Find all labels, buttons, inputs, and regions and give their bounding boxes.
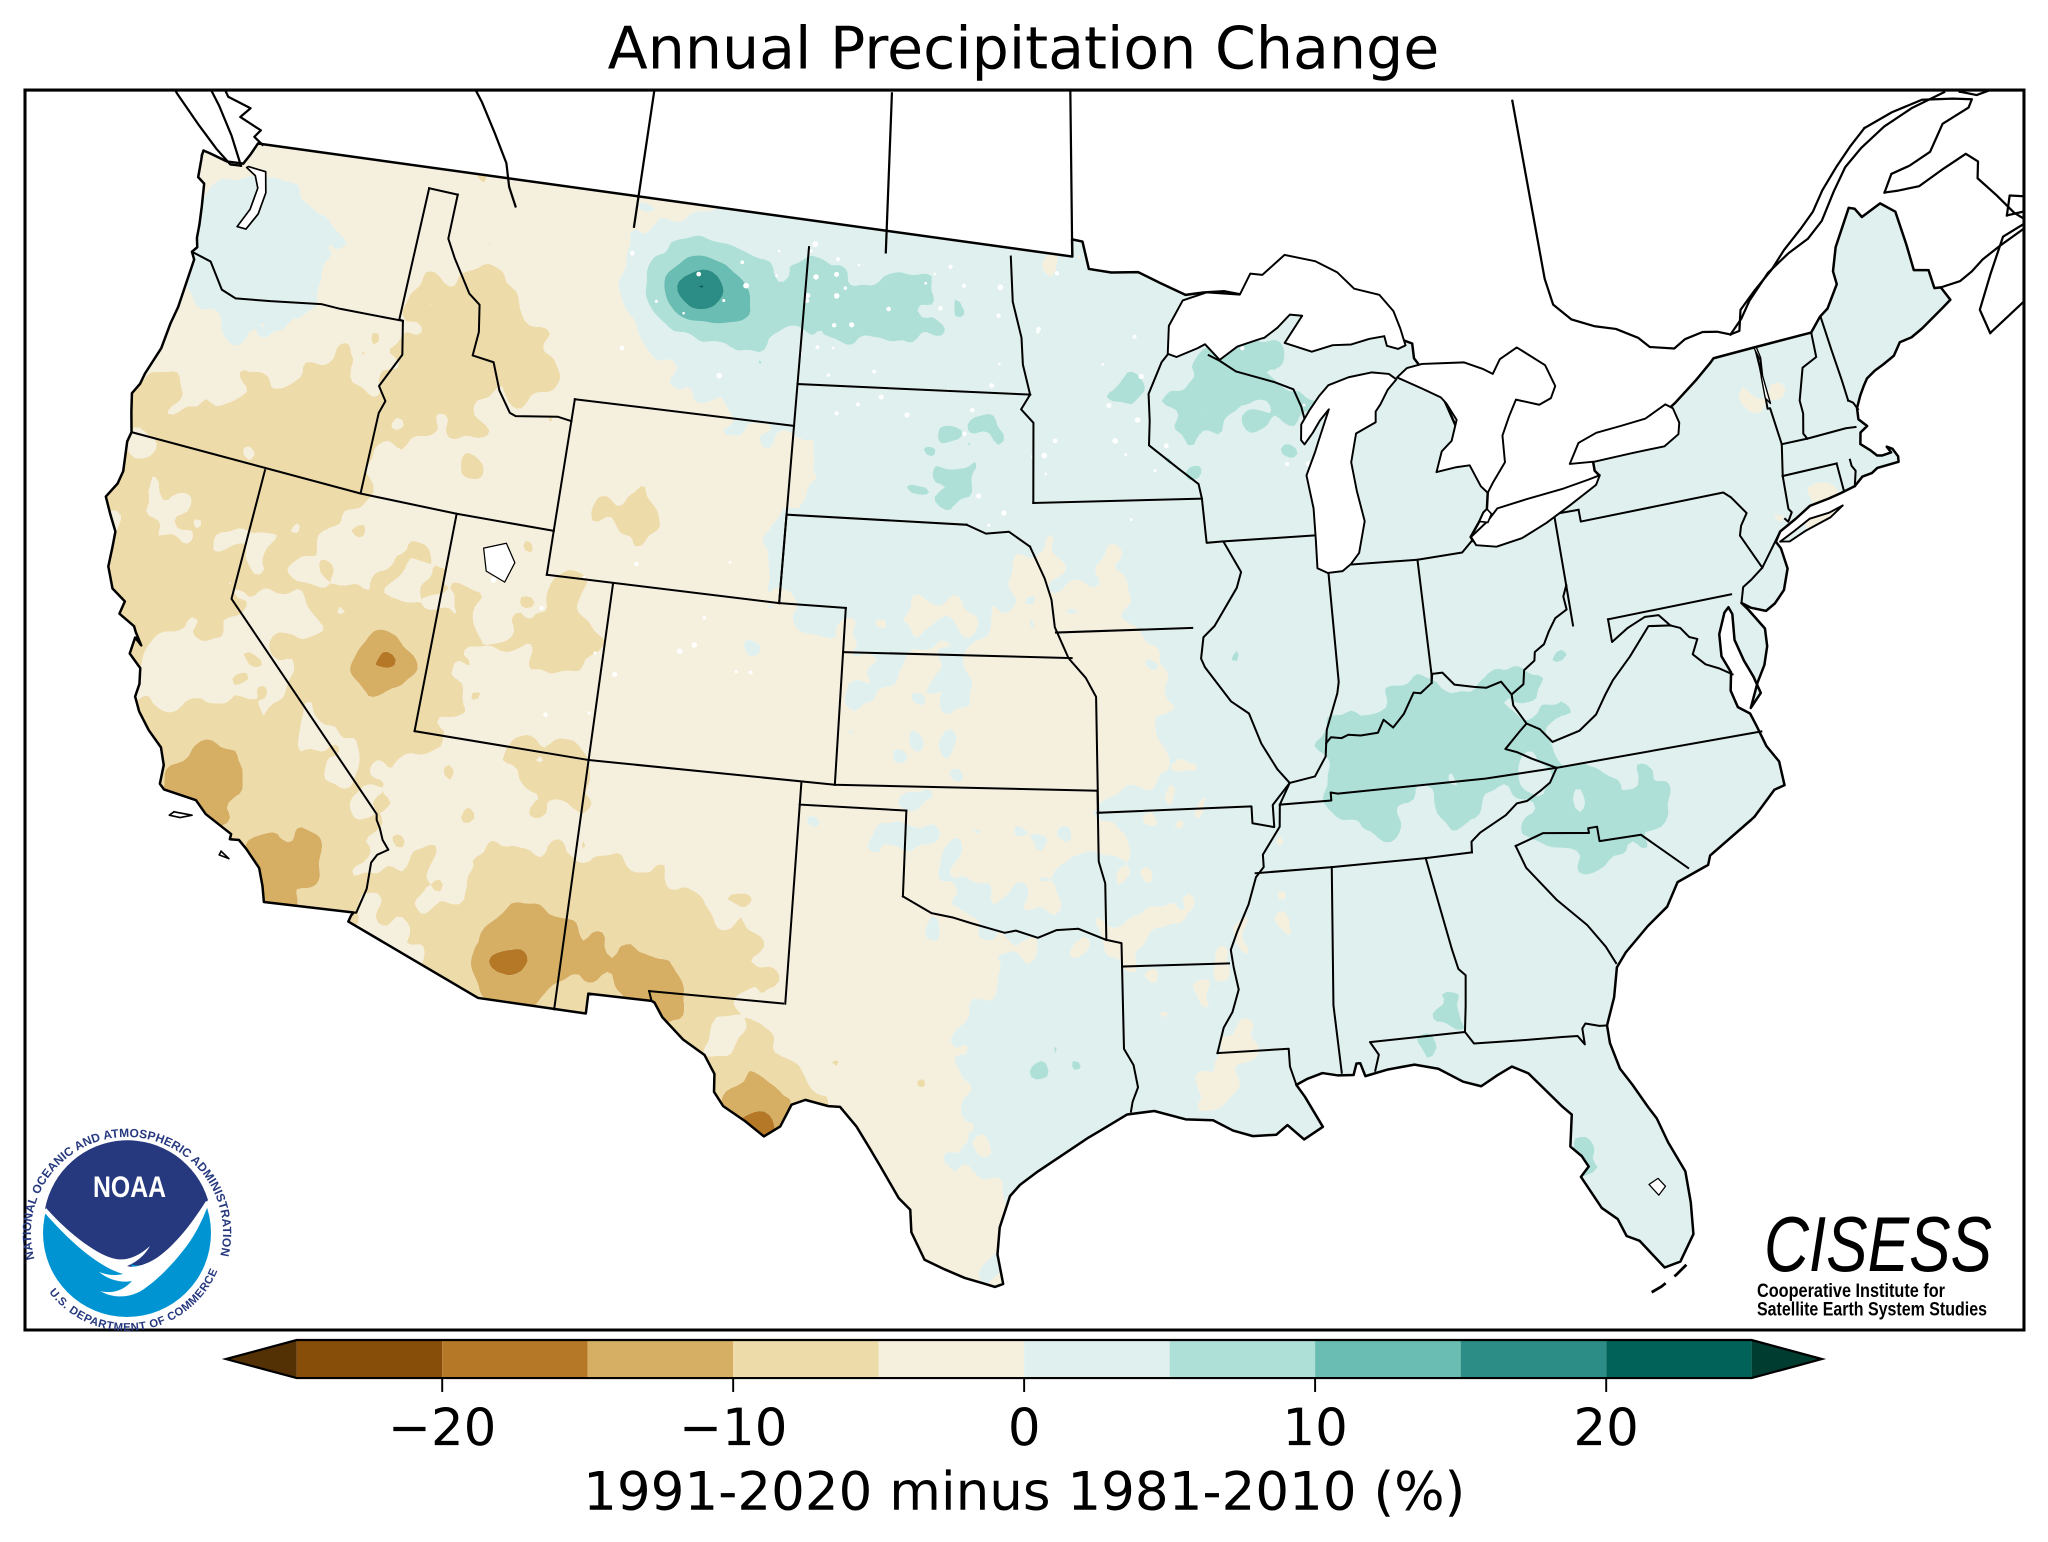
svg-text:NOAA: NOAA [93, 1171, 166, 1204]
svg-text:CISESS: CISESS [1764, 1200, 1992, 1288]
svg-text:Satellite Earth System Studies: Satellite Earth System Studies [1757, 1300, 1987, 1321]
svg-text:Cooperative Institute for: Cooperative Institute for [1757, 1281, 1946, 1302]
